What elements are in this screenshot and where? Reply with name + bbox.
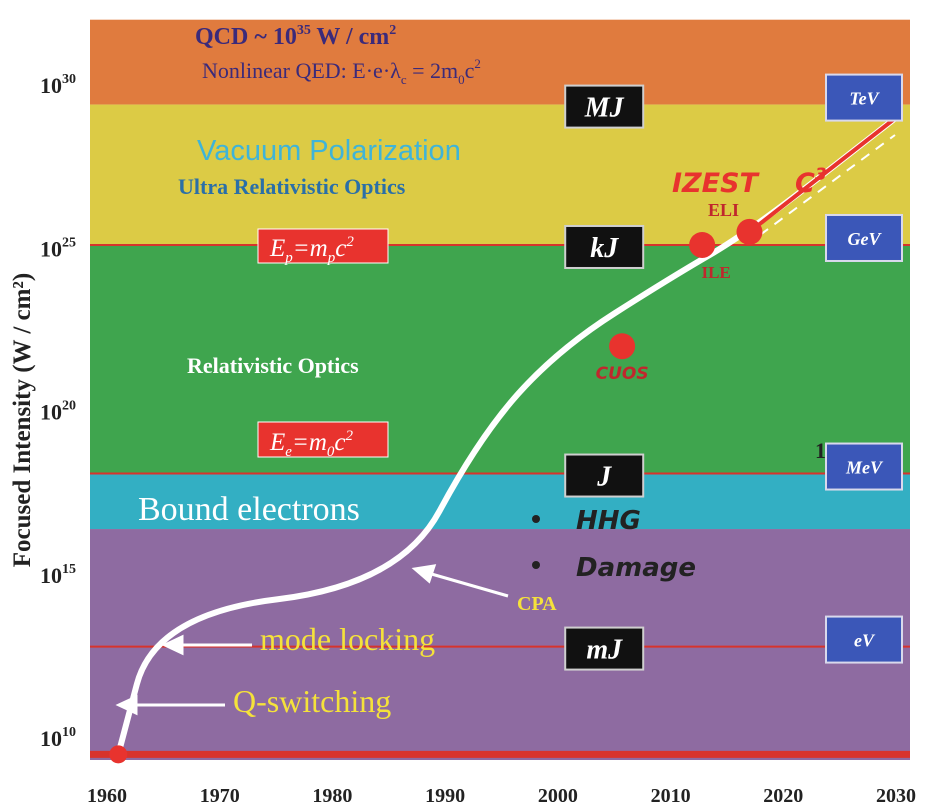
region-2 [90, 244, 910, 474]
x-axis-ticks: 1960 1970 1980 1990 2000 2010 2020 2030 [87, 785, 916, 807]
region-3 [90, 473, 910, 530]
damage-label: Damage [576, 553, 696, 583]
y-axis-label: Focused Intensity (W / cm²) [9, 273, 36, 568]
particle-box-ev [825, 615, 903, 664]
particle-box-gev [825, 213, 903, 262]
arrow-mode-locking [161, 634, 252, 656]
milestone-label-ile: ILE [701, 263, 730, 282]
energy-box-label-j: J [596, 462, 612, 493]
y-axis-ticks: 1010 1015 1020 1025 1030 [40, 72, 76, 751]
y-tick-30: 1030 [40, 72, 76, 98]
projection-line [748, 116, 898, 234]
y-tick-15: 1015 [40, 562, 76, 588]
bound-electrons-label: Bound electrons [138, 491, 360, 528]
x-tick-1980: 1980 [312, 785, 352, 807]
bullet-hhg [532, 515, 540, 523]
ultra-relativistic-label: Ultra Relativistic Optics [178, 174, 406, 199]
energy-box-kj [564, 224, 645, 269]
particle-box-label-tev: TeV [849, 89, 880, 109]
energy-box-label-mj: MJ [584, 93, 625, 124]
particle-box-label-mev: MeV [845, 458, 884, 478]
particle-box-label-gev: GeV [848, 229, 883, 249]
svg-text:Ee=m0c2: Ee=m0c2 [269, 428, 354, 460]
x-tick-2010: 2010 [651, 785, 691, 807]
x-tick-2020: 2020 [763, 785, 803, 807]
milestone-eli [736, 218, 763, 245]
x-tick-1960: 1960 [87, 785, 127, 807]
region-1 [90, 104, 910, 245]
particle-box-tev [825, 73, 903, 122]
energy-box-mj [564, 84, 645, 129]
cpa-label: CPA [517, 593, 557, 615]
x-tick-1990: 1990 [425, 785, 465, 807]
energy-boxes: MJ kJ JmJ [564, 84, 645, 671]
mode-locking-label: mode locking [260, 621, 435, 657]
mev-stray-label: 1 [815, 438, 826, 463]
intensity-regions [90, 19, 910, 760]
x-tick-2030: 2030 [876, 785, 916, 807]
milestone-cuos [609, 333, 636, 360]
nonlinear-qed-label: Nonlinear QED: E·e·λc = 2m0c2 [202, 56, 481, 87]
milestone-ile [689, 231, 716, 258]
energy-box-mj [564, 626, 645, 671]
particle-box-mev [825, 442, 903, 491]
milestone-points: CUOS ILE ELI [109, 200, 763, 764]
milestone-label-eli: ELI [708, 200, 739, 220]
c3-label: C3 [795, 165, 827, 199]
x-tick-1970: 1970 [200, 785, 240, 807]
energy-box-label-kj: kJ [590, 233, 619, 264]
svg-text:Ep=mpc2: Ep=mpc2 [269, 234, 354, 266]
y-tick-10: 1010 [40, 725, 76, 751]
particle-box-label-ev: eV [854, 631, 876, 651]
region-0 [90, 19, 910, 105]
q-switching-label: Q-switching [233, 683, 391, 719]
y-tick-25: 1025 [40, 235, 76, 261]
x-tick-2000: 2000 [538, 785, 578, 807]
relativistic-optics-label: Relativistic Optics [187, 353, 359, 378]
threshold-lines [90, 243, 910, 758]
arrow-cpa [411, 564, 509, 598]
start-point [109, 745, 128, 764]
bullet-damage [532, 561, 540, 569]
energy-box-j [564, 453, 645, 498]
particle-energy-boxes: TeV GeV MeV eV [825, 73, 903, 664]
vacuum-polarization-label: Vacuum Polarization [197, 135, 461, 167]
energy-box-label-mj: mJ [586, 635, 623, 666]
intensity-trend [115, 114, 899, 758]
ee-formula-box: Ee=m0c2 [257, 421, 389, 460]
milestone-label-cuos: CUOS [596, 364, 649, 384]
ep-formula-box: Ep=mpc2 [257, 228, 389, 266]
y-tick-20: 1020 [40, 399, 76, 425]
qcd-label: QCD ~ 1035 W / cm2 [195, 23, 396, 50]
hhg-label: HHG [576, 506, 641, 536]
izest-label: IZEST [672, 168, 761, 199]
